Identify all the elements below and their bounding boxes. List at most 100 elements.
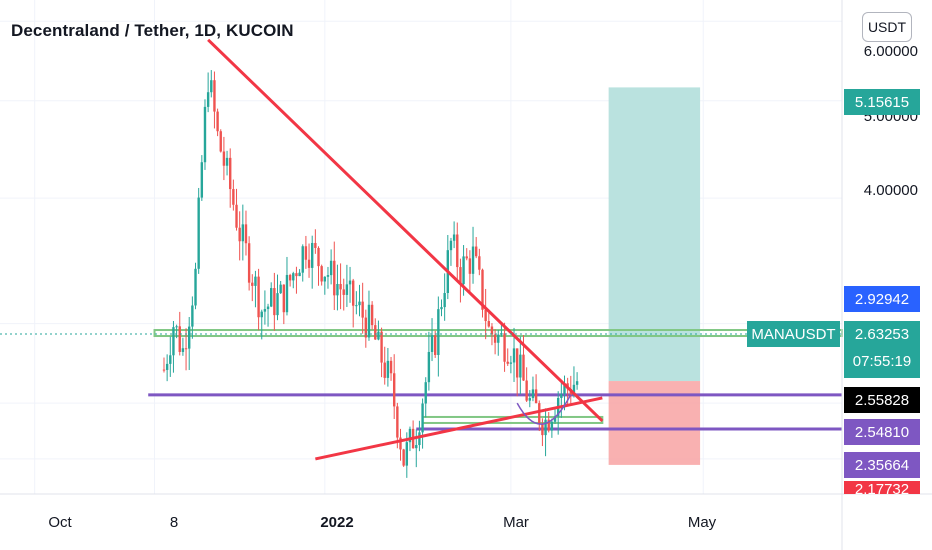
candle-body: [172, 327, 175, 356]
candle-body: [181, 348, 185, 352]
candle-body: [490, 326, 494, 335]
candle-body: [285, 274, 289, 313]
candle-body: [468, 258, 472, 274]
candle-body: [493, 334, 497, 343]
candle-body: [452, 234, 456, 241]
candle-body: [541, 423, 544, 436]
candle-body: [386, 360, 390, 378]
candle-body: [364, 317, 368, 338]
candle-body: [515, 348, 519, 378]
candle-body: [175, 326, 178, 328]
candle-body: [550, 421, 554, 431]
candle-body: [273, 288, 276, 316]
candle-body: [311, 242, 314, 268]
candle-body: [320, 266, 323, 282]
candle-body: [497, 334, 500, 343]
candle-body: [263, 309, 267, 312]
candle-body: [361, 301, 364, 318]
candle-body: [418, 432, 421, 446]
candle-body: [449, 240, 453, 251]
candle-body: [427, 351, 431, 383]
candle-body: [307, 259, 311, 268]
candle-body: [203, 106, 207, 163]
candle-body: [288, 274, 292, 281]
last-price-tag: 2.63253: [844, 321, 920, 347]
chart-title: Decentraland / Tether, 1D, KUCOIN: [11, 21, 294, 40]
candle-body: [396, 406, 399, 438]
resistance-price-tag: 2.92942: [844, 286, 920, 312]
candle-body: [481, 269, 484, 310]
candle-body: [244, 224, 248, 244]
candle-body: [282, 284, 286, 313]
candle-body: [519, 354, 522, 378]
candle-body: [506, 361, 509, 364]
candle-body: [191, 305, 194, 327]
symbol-label: MANAUSDT: [747, 321, 840, 347]
candle-body: [525, 380, 528, 401]
currency-button[interactable]: USDT: [862, 12, 912, 42]
x-tick-label: Oct: [48, 514, 72, 531]
candle-body: [572, 384, 576, 396]
rounded-bottom-curve: [516, 394, 572, 425]
candle-body: [424, 382, 427, 404]
candle-body: [456, 234, 459, 268]
candle-body: [257, 276, 260, 318]
candle-body: [440, 307, 443, 310]
candle-body: [178, 326, 181, 352]
candle-body: [547, 419, 550, 431]
candle-body: [484, 309, 487, 322]
stop-price-tag: 2.17732: [844, 481, 920, 494]
x-tick-label: Mar: [503, 514, 529, 531]
candle-body: [522, 354, 525, 381]
candle-body: [563, 383, 566, 394]
candle-body: [351, 280, 355, 306]
candle-body: [471, 246, 475, 274]
descending-trendline: [207, 38, 604, 423]
candle-body: [538, 403, 541, 424]
candle-body: [184, 348, 188, 350]
candle-body: [443, 293, 446, 308]
candle-body: [279, 284, 282, 294]
level-price-tag: 2.54810: [844, 419, 920, 445]
candle-body: [314, 242, 317, 248]
candle-body: [254, 276, 257, 286]
candle-body: [430, 335, 434, 352]
x-tick-label: May: [687, 514, 717, 531]
candle-body: [575, 381, 579, 385]
candle-body: [421, 403, 424, 433]
candle-body: [339, 283, 342, 290]
candle-body: [348, 280, 352, 285]
candle-body: [358, 301, 361, 306]
candle-body: [200, 162, 204, 198]
candle-body: [553, 416, 557, 422]
candle-body: [405, 442, 409, 466]
ascending-trendline: [315, 396, 603, 461]
candle-body: [188, 326, 191, 349]
candle-body: [383, 362, 386, 378]
candle-body: [165, 363, 169, 370]
candle-body: [478, 256, 481, 270]
candle-body: [392, 373, 396, 407]
trendlines: [207, 38, 604, 461]
candle-body: [531, 389, 535, 399]
candle-body: [194, 268, 197, 306]
candles: [162, 70, 579, 478]
position-zones: [608, 87, 701, 465]
candle-body: [225, 157, 229, 166]
candle-body: [399, 437, 402, 450]
candle-body: [544, 419, 547, 436]
candle-body: [462, 256, 465, 285]
candle-body: [266, 306, 270, 310]
candle-body: [298, 272, 301, 277]
candle-body: [374, 325, 377, 340]
candle-body: [241, 224, 245, 242]
candle-body: [474, 246, 478, 257]
crosshair-price-tag: 2.55828: [844, 387, 920, 413]
candle-body: [238, 227, 241, 242]
candle-body: [437, 309, 440, 355]
level-price-tag: 2.35664: [844, 452, 920, 478]
candle-body: [219, 131, 222, 152]
candle-body: [222, 151, 226, 166]
candle-body: [213, 80, 216, 112]
